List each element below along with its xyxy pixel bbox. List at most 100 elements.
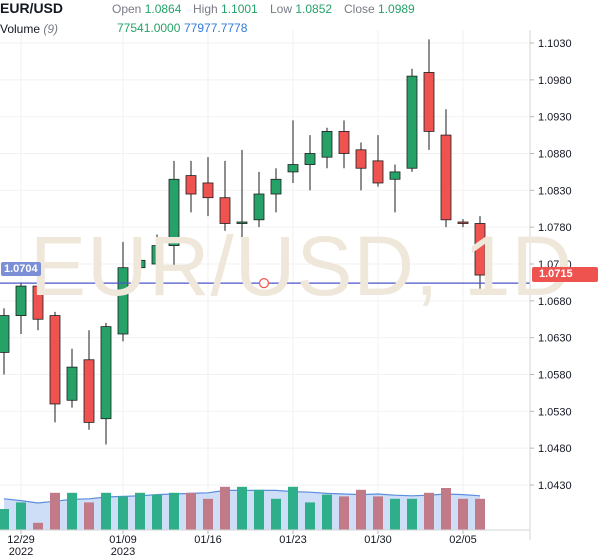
candle — [321, 127, 333, 169]
candle-body — [474, 223, 486, 276]
price-tick-label: 1.0680 — [538, 296, 572, 308]
volume-bar — [424, 492, 434, 530]
volume-indicator-title[interactable]: Volume (9) — [0, 22, 58, 36]
volume-bar — [50, 492, 60, 530]
volume-period: (9) — [43, 22, 59, 36]
price-tick-label: 1.0630 — [538, 333, 572, 345]
candle-body — [440, 134, 452, 221]
candle-body — [202, 182, 214, 199]
high-label: High — [193, 2, 218, 16]
volume-bar — [220, 486, 230, 530]
candle-body — [355, 149, 367, 169]
symbol-title: EUR/USD — [0, 0, 64, 16]
volume-bar — [475, 498, 485, 530]
candle-body — [287, 164, 299, 173]
candle — [355, 142, 367, 191]
candle-body — [49, 315, 61, 405]
volume-bar — [203, 498, 213, 530]
candle-body — [185, 175, 197, 195]
candle — [423, 39, 435, 150]
high-value: 1.1001 — [221, 2, 258, 16]
price-tick-label: 1.0980 — [538, 75, 572, 87]
volume-bar — [0, 509, 9, 530]
candle — [474, 216, 486, 290]
candle-body — [389, 171, 401, 180]
candle — [304, 135, 316, 191]
volume-bar — [186, 492, 196, 530]
volume-bar — [152, 494, 162, 530]
candle-body — [219, 197, 231, 224]
volume-bar — [373, 496, 383, 530]
candle — [49, 311, 61, 423]
time-tick-year: 2022 — [9, 546, 33, 558]
close-value: 1.0989 — [378, 2, 415, 16]
candle — [219, 160, 231, 231]
time-tick-label: 01/16 — [194, 534, 222, 546]
candle — [457, 219, 469, 228]
candle — [134, 256, 146, 279]
price-tick-label: 1.1030 — [538, 38, 572, 50]
candle-body — [66, 366, 78, 401]
volume-bar — [169, 492, 179, 530]
candle-body — [406, 75, 418, 169]
candle — [66, 348, 78, 408]
candle — [151, 234, 163, 268]
candle-body — [423, 72, 435, 132]
volume-bar — [33, 522, 43, 530]
candle-body — [372, 160, 384, 184]
volume-bar — [339, 496, 349, 530]
close-label: Close — [344, 2, 375, 16]
volume-bar — [356, 489, 366, 530]
volume-ma-value: 77977.7778 — [184, 21, 248, 35]
low-value: 1.0852 — [295, 2, 333, 16]
candle — [185, 160, 197, 213]
volume-bar — [84, 502, 94, 530]
candle — [202, 157, 214, 217]
candle-body — [253, 193, 265, 221]
candle — [117, 241, 129, 342]
time-tick-label: 12/29 — [7, 534, 35, 546]
candle-body — [321, 130, 333, 158]
candle-body — [151, 245, 163, 265]
candle — [338, 120, 350, 169]
time-tick-label: 01/30 — [364, 534, 392, 546]
candle — [270, 168, 282, 213]
ohlc-high: High 1.1001 — [193, 2, 258, 16]
volume-bar — [118, 496, 128, 530]
candle — [287, 120, 299, 183]
candles — [0, 39, 486, 445]
candle — [100, 322, 112, 445]
candle — [440, 109, 452, 228]
volume-bar — [322, 494, 332, 530]
price-tick-label: 1.0480 — [538, 443, 572, 455]
candle-body — [117, 267, 129, 335]
candle — [236, 149, 248, 242]
crosshair — [0, 278, 530, 289]
candle — [372, 135, 384, 187]
candle — [389, 164, 401, 213]
open-label: Open — [112, 2, 142, 16]
crosshair-price-tag: 1.0704 — [1, 262, 41, 276]
price-tick-label: 1.0580 — [538, 370, 572, 382]
candle — [32, 278, 44, 331]
volume-bar — [407, 498, 417, 530]
candle-body — [134, 259, 146, 269]
ohlc-low: Low 1.0852 — [270, 2, 332, 16]
volume-bar — [458, 498, 468, 530]
volume-bar — [101, 492, 111, 530]
time-tick-label: 02/05 — [449, 534, 477, 546]
last-price-tag: 1.0715 — [532, 267, 598, 282]
time-tick-label: 01/23 — [279, 534, 307, 546]
volume-bar — [271, 498, 281, 530]
candle-body — [236, 221, 248, 224]
volume-bar — [305, 502, 315, 530]
time-tick-year: 2023 — [111, 546, 135, 558]
crosshair-marker — [258, 278, 270, 289]
ohlc-close: Close 1.0989 — [344, 2, 415, 16]
candle — [406, 68, 418, 172]
legend: EUR/USD Open 1.0864 High 1.1001 Low 1.08… — [0, 0, 600, 40]
candle — [0, 308, 10, 375]
volume-bar — [67, 492, 77, 530]
